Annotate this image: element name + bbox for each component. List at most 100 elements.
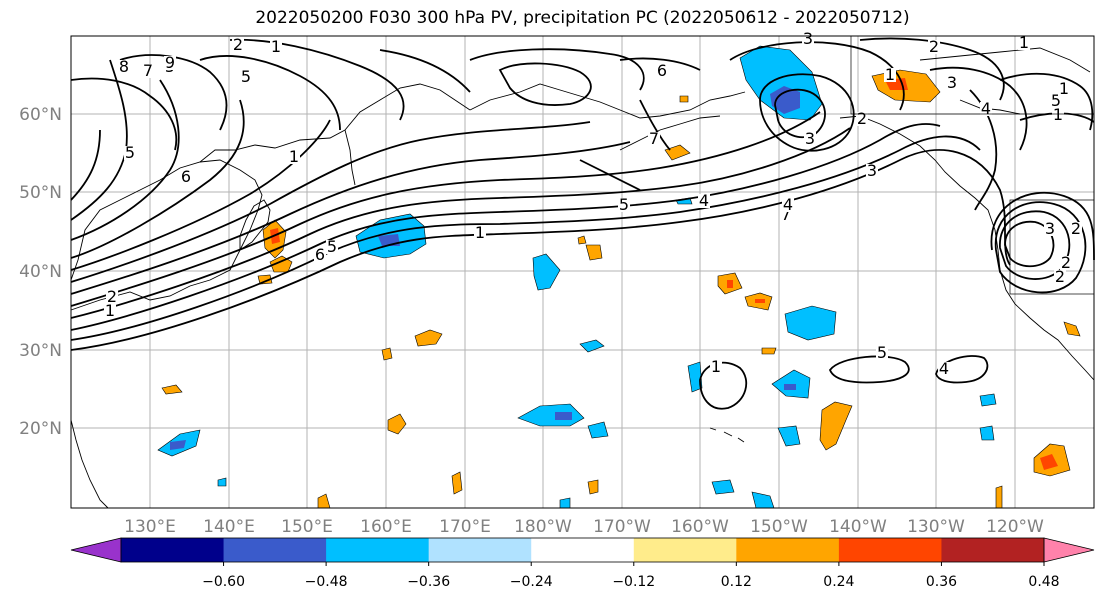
colorbar-segment: [531, 538, 635, 562]
latitude-label: 20°N: [19, 419, 62, 439]
contour-label-bg: [474, 226, 486, 240]
colorbar-tick-label: −0.36: [407, 574, 450, 590]
plot-title: 2022050200 F030 300 hPa PV, precipitatio…: [255, 8, 910, 28]
contour-label: 1: [711, 357, 721, 376]
contour-label-bg: [1018, 36, 1030, 50]
contour-label: 6: [657, 61, 667, 80]
contour-label-bg: [118, 60, 130, 74]
contour-label: 3: [803, 29, 813, 48]
contour-label-bg: [1070, 222, 1082, 236]
contour-label-bg: [946, 76, 958, 90]
colorbar-extend-min: [70, 537, 122, 563]
contour-label: 5: [327, 237, 337, 256]
longitude-label: 160°W: [671, 517, 729, 537]
contour-label-bg: [142, 64, 154, 78]
colorbar-tick-label: 0.12: [721, 574, 752, 590]
contour-label-bg: [710, 360, 722, 374]
contour-label: 1: [1059, 79, 1069, 98]
contour-label-bg: [1044, 222, 1056, 236]
contour-label-bg: [104, 304, 116, 318]
colorbar-extend-max: [1043, 537, 1095, 563]
contour-label-bg: [106, 290, 118, 304]
contour-label-bg: [648, 132, 660, 146]
colorbar-segment: [428, 538, 532, 562]
coastlines: [70, 47, 1095, 509]
contour-label-bg: [866, 164, 878, 178]
longitude-label: 170°E: [439, 517, 491, 537]
latitude-label: 50°N: [19, 183, 62, 203]
contour-label: 2: [1071, 219, 1081, 238]
contour-label: 1: [271, 37, 281, 56]
longitude-label: 170°W: [593, 517, 651, 537]
contour-label: 6: [181, 167, 191, 186]
contour-label: 5: [241, 67, 251, 86]
contour-label-bg: [1060, 256, 1072, 270]
contour-label: 4: [699, 191, 709, 210]
longitude-label: 130°W: [907, 517, 965, 537]
contour-label-bg: [1054, 270, 1066, 284]
contour-label-bg: [124, 146, 136, 160]
contour-label: 1: [885, 65, 895, 84]
colorbar-segment: [223, 538, 327, 562]
colorbar: [70, 537, 1095, 563]
contour-label-bg: [804, 132, 816, 146]
contour-label-bg: [232, 38, 244, 52]
contour-label: 7: [781, 205, 791, 224]
contour-label-bg: [164, 56, 176, 70]
colorbar-tick-label: 0.24: [823, 574, 854, 590]
map-panel: 8752115695673212345111653745341211543222: [70, 29, 1095, 509]
contour-label-bg: [288, 150, 300, 164]
contour-label-bg: [240, 70, 252, 84]
map-frame: [70, 35, 1095, 509]
contour-label: 4: [981, 99, 991, 118]
colorbar-tick-labels: −0.60 −0.48 −0.36 −0.24 −0.12 0.12 0.24 0.36 0.4…: [202, 562, 1060, 590]
pv-contours: [70, 37, 1095, 410]
contour-label: 5: [877, 343, 887, 362]
longitude-label: 120°W: [986, 517, 1044, 537]
contour-label-bg: [1052, 108, 1064, 122]
contour-label: 5: [619, 195, 629, 214]
graticule: [71, 36, 1094, 508]
contour-label-bg: [980, 102, 992, 116]
contour-label: 2: [1061, 253, 1071, 272]
colorbar-tick-label: 0.48: [1028, 574, 1059, 590]
longitude-label: 160°E: [360, 517, 412, 537]
contour-label-bg: [656, 64, 668, 78]
contour-label: 1: [475, 223, 485, 242]
contour-label: 4: [783, 195, 793, 214]
colorbar-segment: [121, 538, 225, 562]
contour-label: 5: [1051, 91, 1061, 110]
contour-label: 3: [947, 73, 957, 92]
contour-label-bg: [884, 68, 896, 82]
colorbar-segment: [633, 538, 737, 562]
contour-label: 3: [867, 161, 877, 180]
contour-label-bg: [314, 248, 326, 262]
contour-label-bg: [326, 240, 338, 254]
latitude-labels: 60°N 50°N 40°N 30°N 20°N: [19, 105, 62, 439]
colorbar-tick-label: 0.36: [926, 574, 957, 590]
contour-label-bg: [928, 40, 940, 54]
contour-label: 6: [315, 245, 325, 264]
contour-label: 5: [125, 143, 135, 162]
contour-label-bg: [180, 170, 192, 184]
longitude-labels: 130°E 140°E 150°E 160°E 170°E 180°W 170°W 160°W…: [124, 517, 1044, 537]
contour-label-bg: [1050, 94, 1062, 108]
colorbar-tick-label: −0.48: [305, 574, 348, 590]
colorbar-tick-label: −0.60: [202, 574, 245, 590]
longitude-label: 140°W: [829, 517, 887, 537]
contour-label: 1: [1019, 33, 1029, 52]
contour-label: 3: [1045, 219, 1055, 238]
contour-label: 7: [649, 129, 659, 148]
contour-label: 2: [1055, 267, 1065, 286]
contour-label: 1: [105, 301, 115, 320]
contour-label-bg: [698, 194, 710, 208]
contour-label-bg: [876, 346, 888, 360]
contour-label-bg: [618, 198, 630, 212]
longitude-label: 130°E: [124, 517, 176, 537]
colorbar-segment: [941, 538, 1045, 562]
contour-label-bg: [270, 40, 282, 54]
contour-label-bg: [1058, 82, 1070, 96]
contour-label: 2: [233, 35, 243, 54]
contour-label: 1: [1053, 105, 1063, 124]
